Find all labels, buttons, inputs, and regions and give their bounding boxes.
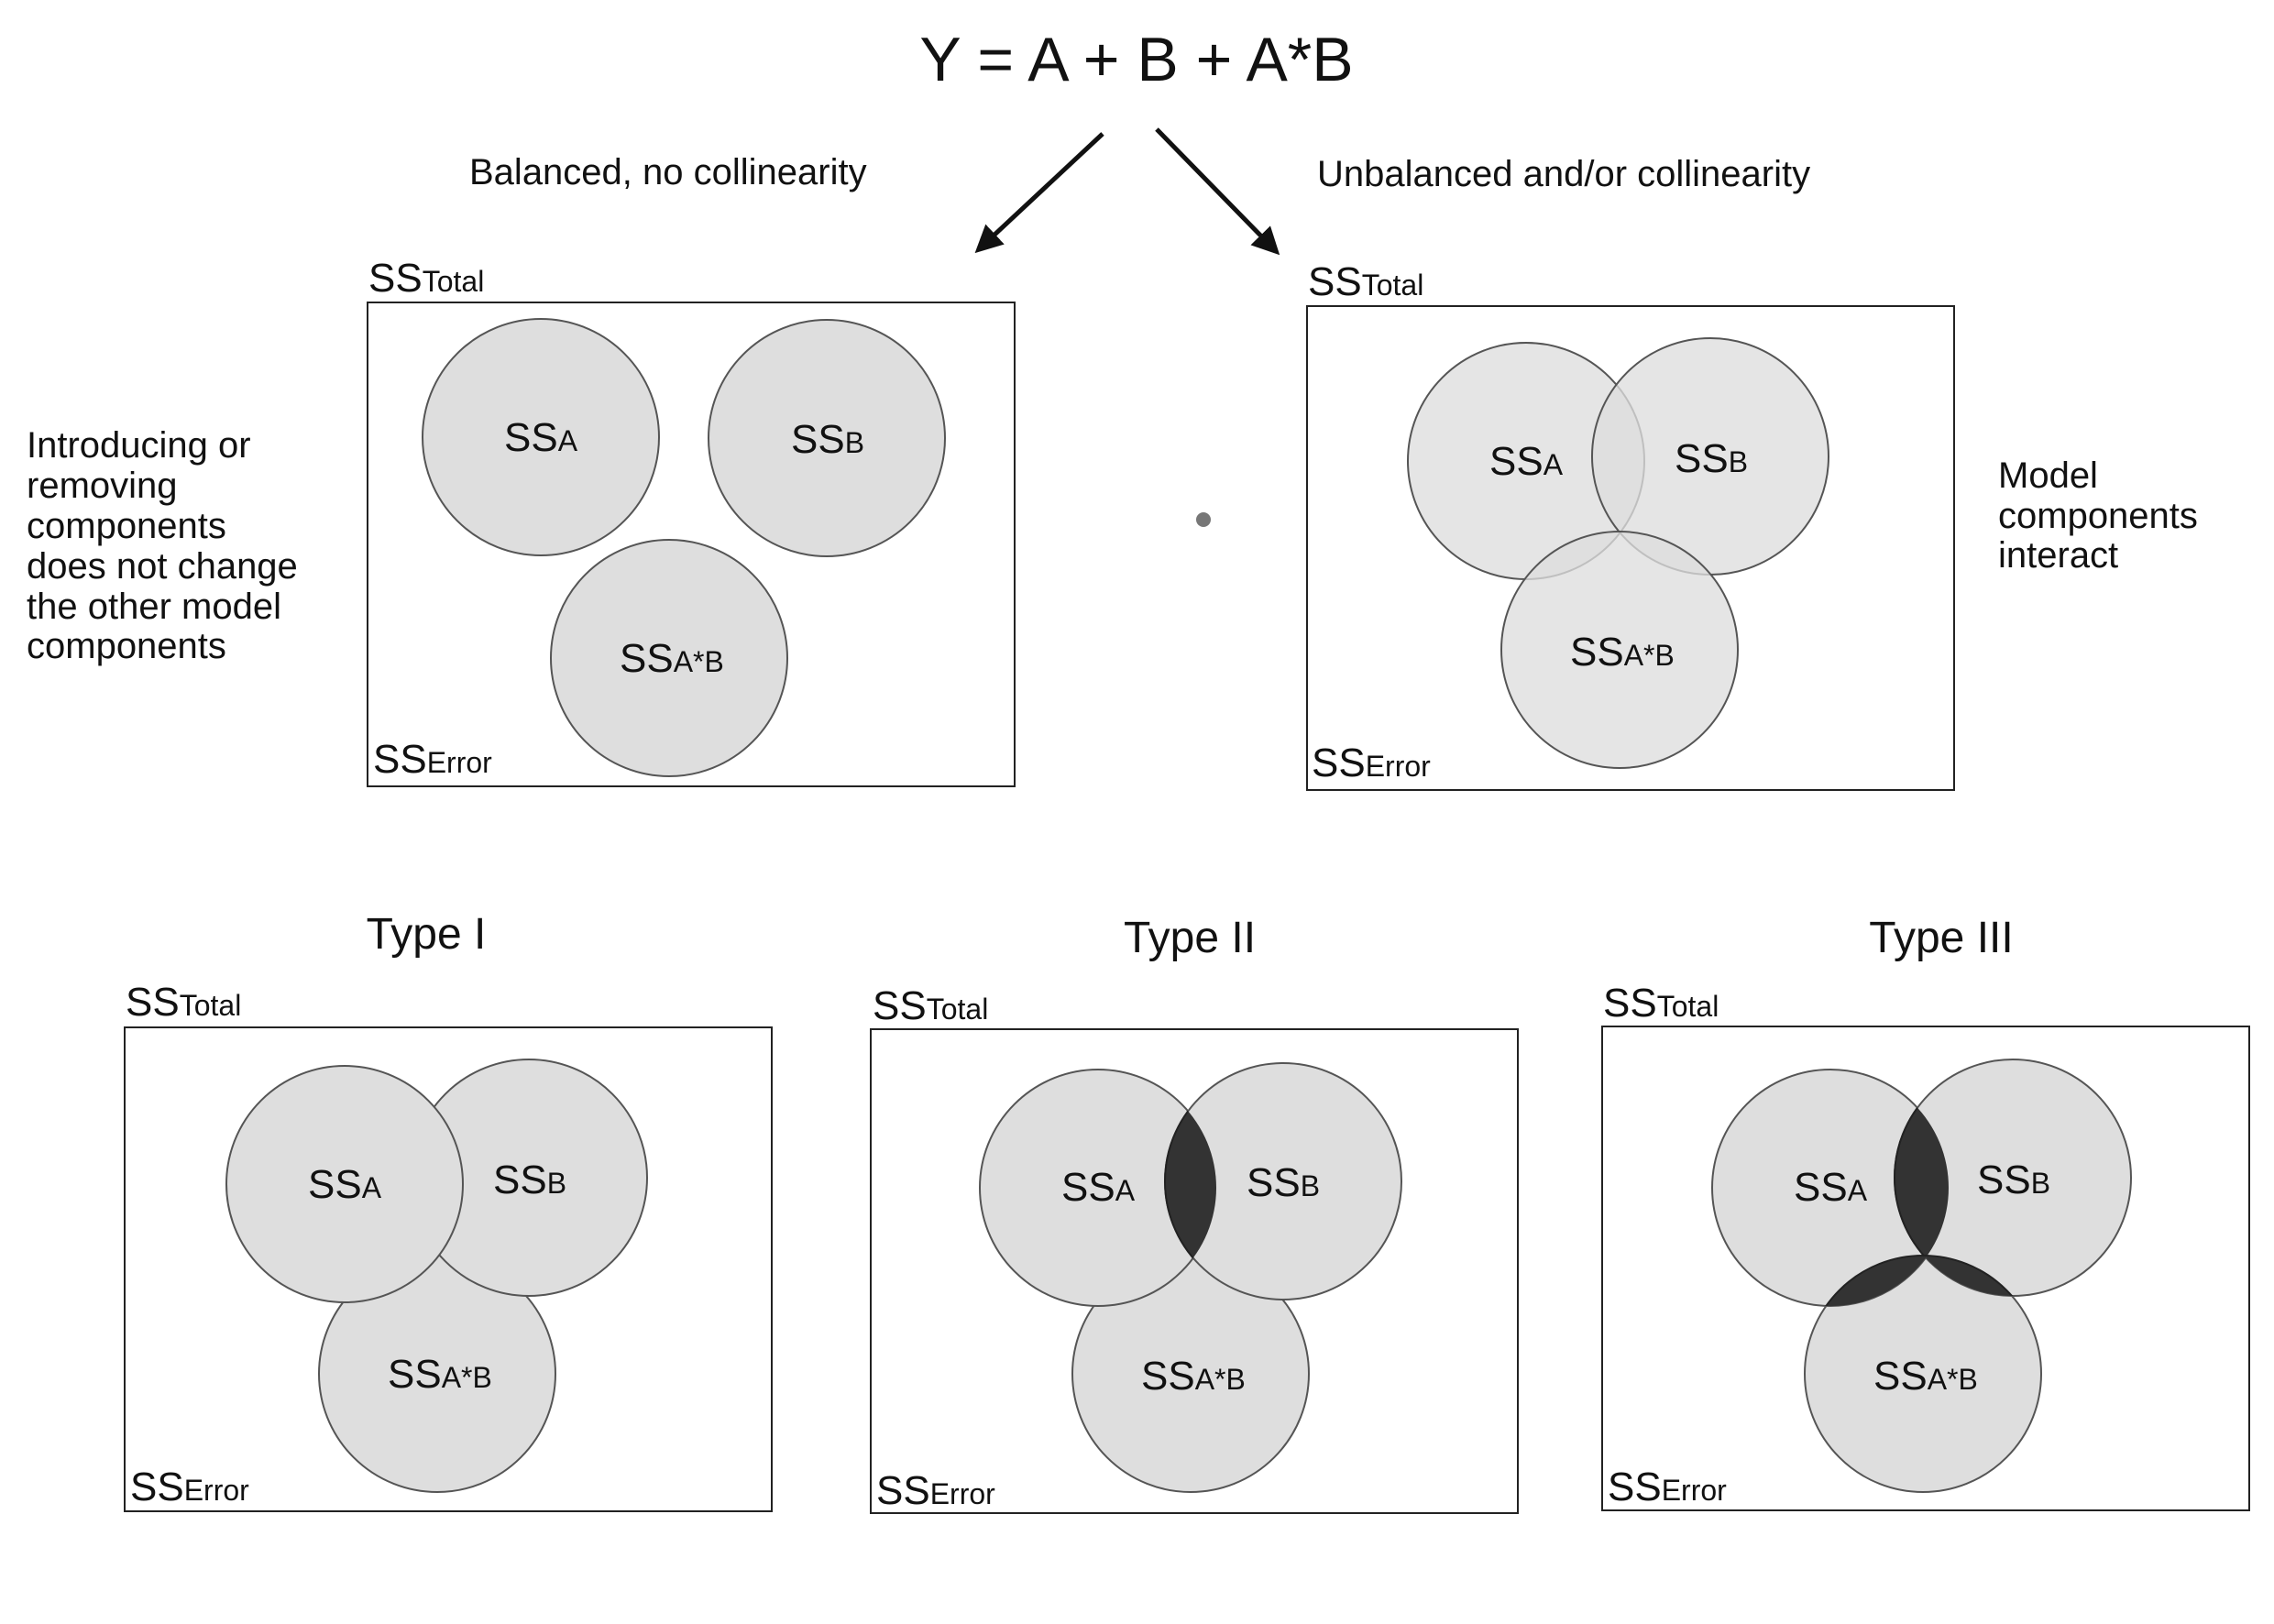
ss-b-label: SSB <box>1977 1158 2050 1202</box>
side-note-balanced: Introducing or removing components does … <box>27 425 308 666</box>
type-iii-title: Type III <box>1869 914 2013 962</box>
branch-label-unbalanced: Unbalanced and/or collinearity <box>1317 154 1810 194</box>
ss-ab-circle <box>1500 531 1739 769</box>
ss-b-label: SSB <box>791 417 864 462</box>
arrow-right <box>1155 127 1280 256</box>
ss-error-label: SSError <box>1608 1465 1727 1509</box>
side-note-unbalanced: Model components interact <box>1998 455 2208 576</box>
ss-total-label: SSTotal <box>126 980 241 1025</box>
ss-a-label: SSA <box>1794 1165 1868 1210</box>
ss-a-ab-overlap-highlight <box>1804 1255 1949 1306</box>
panel-type-ii: SSTotal SSA SSB SSA*B SSError <box>870 983 1519 1514</box>
ss-total-label: SSTotal <box>1308 259 1423 304</box>
panel-type-i: SSTotal SSA SSB SSA*B SSError <box>124 980 773 1512</box>
ss-error-label: SSError <box>373 737 492 782</box>
ss-a-circle <box>422 318 660 556</box>
ss-total-box <box>1306 305 1955 791</box>
ss-b-circle <box>708 319 946 557</box>
ss-error-label: SSError <box>1312 741 1431 785</box>
arrow-left <box>974 132 1104 254</box>
ss-ab-label: SSA*B <box>1141 1354 1246 1399</box>
center-dot <box>1196 512 1211 527</box>
ss-total-label: SSTotal <box>368 256 484 301</box>
model-formula: Y = A + B + A*B <box>919 25 1353 94</box>
ss-ab-circle <box>550 539 788 777</box>
ss-a-circle <box>225 1065 464 1303</box>
ss-ab-label: SSA*B <box>1570 630 1675 675</box>
ss-a-label: SSA <box>504 415 578 460</box>
ss-total-box <box>124 1026 773 1512</box>
ss-total-box <box>870 1028 1519 1514</box>
panel-unbalanced: SSTotal SSA SSB SSA*B SSError <box>1306 259 1955 791</box>
ss-a-label: SSA <box>308 1162 382 1207</box>
ss-total-label: SSTotal <box>1603 981 1719 1026</box>
ss-a-b-overlap-highlight <box>1894 1070 1949 1297</box>
panel-balanced: SSTotal SSA SSB SSA*B SSError <box>367 256 1016 787</box>
ss-error-label: SSError <box>876 1468 995 1513</box>
ss-total-box <box>367 302 1016 787</box>
ss-a-label: SSA <box>1061 1165 1136 1210</box>
ss-total-label: SSTotal <box>873 983 988 1028</box>
panel-type-iii: SSTotal SSA SSB SSA*B SSError <box>1601 981 2250 1511</box>
branch-label-balanced: Balanced, no collinearity <box>469 152 867 192</box>
ss-b-label: SSB <box>1247 1160 1320 1205</box>
ss-error-label: SSError <box>130 1465 249 1509</box>
ss-total-box <box>1601 1026 2250 1511</box>
ss-ab-overlap-highlight <box>1164 1070 1216 1300</box>
type-ii-title: Type II <box>1124 914 1256 962</box>
ss-ab-label: SSA*B <box>620 636 724 681</box>
type-i-title: Type I <box>367 910 487 959</box>
ss-a-label: SSA <box>1489 439 1564 484</box>
ss-b-label: SSB <box>493 1158 566 1202</box>
ss-b-label: SSB <box>1675 436 1748 481</box>
ss-ab-label: SSA*B <box>388 1352 492 1397</box>
ss-ab-label: SSA*B <box>1873 1354 1978 1399</box>
